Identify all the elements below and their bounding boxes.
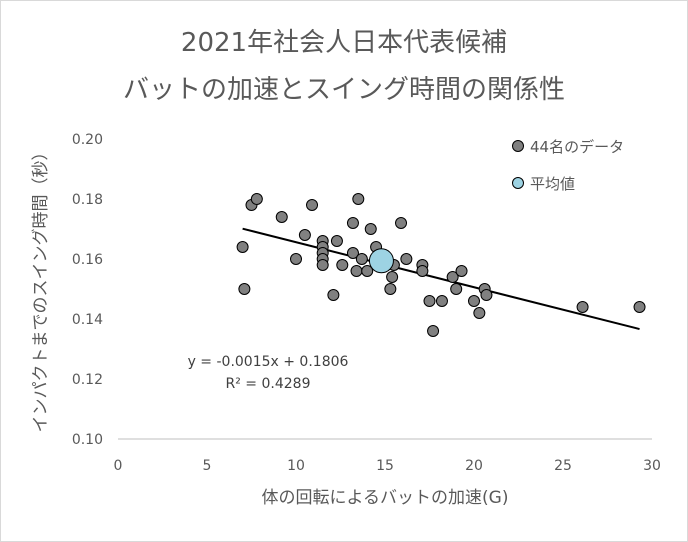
data-point — [450, 283, 463, 295]
data-point — [435, 295, 448, 307]
data-point — [355, 253, 368, 265]
data-points — [236, 193, 646, 337]
data-point — [446, 271, 459, 283]
x-tick-label: 30 — [643, 458, 661, 474]
legend-marker-average — [512, 177, 524, 189]
data-point — [400, 253, 413, 265]
data-point — [327, 289, 340, 301]
trendline-line — [242, 227, 640, 331]
data-point — [384, 283, 397, 295]
data-point — [468, 295, 480, 307]
data-point — [633, 301, 646, 313]
x-tick-labels: 0 5 10 15 20 25 30 — [114, 458, 661, 474]
data-point — [346, 247, 359, 259]
x-axis-title: 体の回転によるバットの加速(G) — [262, 488, 509, 508]
trendline — [242, 227, 640, 331]
data-point — [290, 253, 302, 265]
y-axis-title: インパクトまでのスイング時間（秒） — [31, 144, 51, 433]
data-point — [416, 265, 429, 277]
y-tick-labels: 0.10 0.12 0.14 0.16 0.18 0.20 — [72, 132, 103, 448]
data-point — [350, 265, 363, 277]
x-tick-label: 0 — [114, 458, 123, 474]
data-point — [336, 259, 349, 271]
chart-subtitle: バットの加速とスイング時間の関係性 — [122, 75, 565, 105]
data-point — [275, 211, 288, 223]
legend-label-average: 平均値 — [530, 175, 575, 193]
data-point — [395, 217, 408, 229]
data-point — [361, 265, 374, 277]
data-point — [330, 235, 343, 247]
x-tick-label: 10 — [287, 458, 305, 474]
average-point — [368, 248, 394, 274]
legend-label-data: 44名のデータ — [530, 138, 624, 156]
trendline-r-squared: R² = 0.4289 — [226, 376, 311, 392]
y-tick-label: 0.18 — [72, 192, 103, 208]
y-tick-label: 0.14 — [72, 312, 103, 328]
x-tick-label: 20 — [465, 458, 483, 474]
data-point — [346, 217, 359, 229]
data-point — [238, 283, 251, 295]
data-point — [236, 241, 249, 253]
y-tick-label: 0.16 — [72, 252, 103, 268]
data-point — [480, 289, 493, 301]
y-tick-label: 0.12 — [72, 372, 103, 388]
chart-title: 2021年社会人日本代表候補 — [180, 28, 508, 58]
legend: 44名のデータ 平均値 — [512, 138, 624, 193]
data-point — [423, 295, 436, 307]
x-tick-label: 25 — [554, 458, 572, 474]
x-tick-label: 5 — [203, 458, 212, 474]
data-point — [473, 307, 486, 319]
data-point — [250, 193, 263, 205]
data-point — [386, 271, 399, 283]
y-tick-label: 0.20 — [72, 132, 103, 148]
data-point — [306, 199, 319, 211]
legend-marker-data — [512, 140, 524, 152]
data-point — [576, 301, 589, 313]
data-point — [316, 259, 329, 271]
data-point — [364, 223, 377, 235]
y-tick-label: 0.10 — [72, 432, 103, 448]
data-point — [455, 265, 468, 277]
data-point — [298, 229, 311, 241]
data-point — [427, 325, 440, 337]
trendline-equation: y = -0.0015x + 0.1806 — [188, 354, 349, 370]
x-tick-label: 15 — [376, 458, 394, 474]
data-point — [352, 193, 365, 205]
